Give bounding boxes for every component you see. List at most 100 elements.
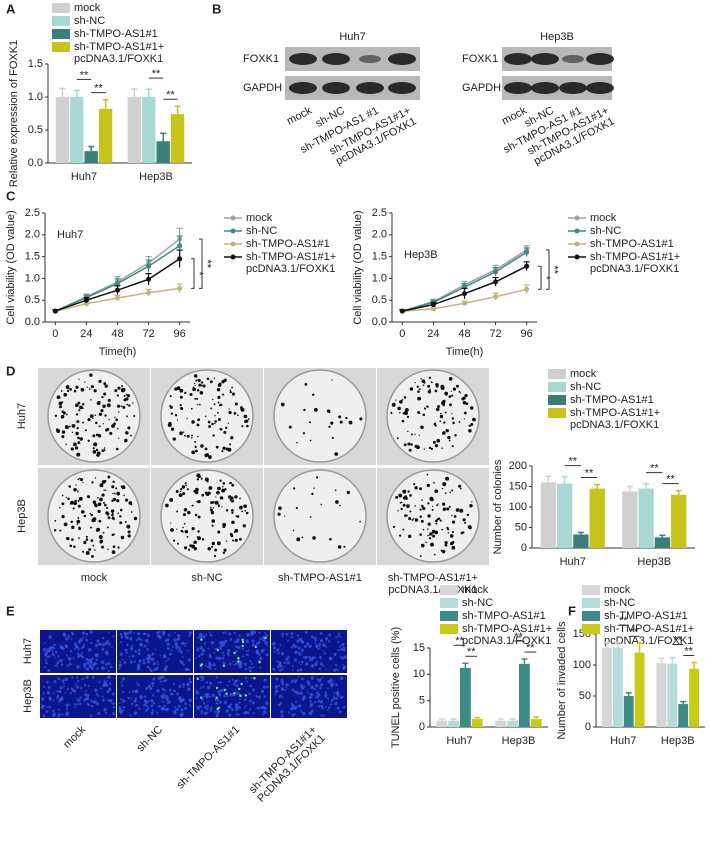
nucleus (175, 708, 179, 711)
nucleus (151, 681, 155, 686)
colony (228, 408, 230, 410)
colony (126, 403, 129, 406)
legend-label: sh-TMPO-AS1#1+ pcDNA3.1/FOXK1 (246, 251, 336, 275)
nucleus (145, 633, 148, 636)
nucleus (166, 642, 170, 646)
bar (507, 720, 518, 727)
nucleus (299, 691, 303, 695)
colony (119, 508, 123, 512)
colony (468, 424, 471, 428)
colony (433, 481, 435, 484)
colony (207, 547, 212, 551)
nucleus (266, 644, 268, 647)
colony (125, 393, 128, 396)
nucleus (131, 654, 135, 658)
nucleus (72, 657, 75, 659)
colony (204, 491, 208, 495)
nucleus (174, 706, 177, 709)
colony (444, 543, 448, 547)
nucleus (94, 643, 99, 648)
nucleus (332, 697, 336, 700)
colony (103, 449, 106, 452)
colony (420, 543, 425, 548)
colony (230, 496, 234, 500)
column-label: mock (61, 723, 88, 750)
colony (311, 492, 314, 496)
nucleus (297, 646, 301, 650)
legend-swatch (548, 408, 566, 418)
nucleus (179, 698, 184, 703)
colony (409, 494, 412, 497)
panel-label: C (6, 188, 16, 203)
bar (671, 494, 687, 548)
nucleus (74, 706, 77, 708)
nucleus (133, 660, 137, 663)
nucleus (258, 640, 260, 643)
colony (114, 389, 118, 393)
tunel-positive (258, 661, 261, 664)
colony (437, 517, 441, 520)
nucleus (195, 689, 198, 692)
colony (222, 446, 226, 450)
nucleus (157, 663, 160, 666)
legend-swatch (52, 16, 70, 26)
nucleus (150, 699, 154, 703)
colony (442, 507, 447, 511)
nucleus (216, 698, 220, 702)
nucleus (145, 657, 149, 661)
colony (97, 496, 99, 499)
colony (302, 432, 306, 435)
nucleus (128, 691, 131, 694)
nucleus (318, 642, 322, 646)
nucleus (121, 684, 124, 687)
nucleus (200, 679, 202, 682)
colony (127, 530, 131, 534)
blot-band (322, 53, 350, 65)
nucleus (150, 657, 155, 661)
colony (89, 373, 93, 377)
nucleus (220, 643, 224, 648)
nucleus (341, 657, 344, 660)
colony (409, 387, 414, 391)
nucleus (85, 632, 89, 636)
colony (437, 503, 439, 505)
y-tick-label: 5 (419, 695, 425, 707)
y-tick-label: 2.5 (25, 207, 40, 219)
colony (116, 499, 120, 503)
nucleus (291, 679, 294, 682)
nucleus (224, 631, 227, 634)
nucleus (178, 684, 182, 688)
nucleus (201, 675, 205, 679)
nucleus (75, 683, 78, 686)
colony (335, 500, 339, 504)
colony (215, 496, 217, 498)
colony (451, 520, 456, 524)
significance-label: ** (166, 89, 175, 101)
plate (47, 369, 141, 463)
legend-label: sh-TMPO-AS1#1+ pcDNA3.1/FOXK1 (604, 623, 694, 647)
nucleus (250, 630, 254, 634)
nucleus (187, 668, 190, 671)
nucleus (152, 694, 155, 697)
colony (98, 379, 102, 383)
nucleus (103, 708, 107, 712)
nucleus (293, 712, 296, 716)
colony (83, 514, 87, 518)
nucleus (107, 699, 110, 702)
colony (180, 389, 182, 391)
colony (404, 410, 406, 412)
nucleus (235, 684, 239, 688)
nucleus (42, 704, 45, 707)
nucleus (203, 711, 208, 716)
colony (61, 410, 65, 414)
nucleus (235, 708, 239, 712)
colony (433, 553, 436, 556)
colony (118, 437, 120, 439)
colony (442, 431, 446, 435)
nucleus (222, 643, 226, 647)
nucleus (260, 689, 265, 693)
nucleus (122, 706, 125, 709)
nucleus (280, 714, 284, 718)
nucleus (215, 676, 218, 679)
colony (204, 447, 208, 451)
